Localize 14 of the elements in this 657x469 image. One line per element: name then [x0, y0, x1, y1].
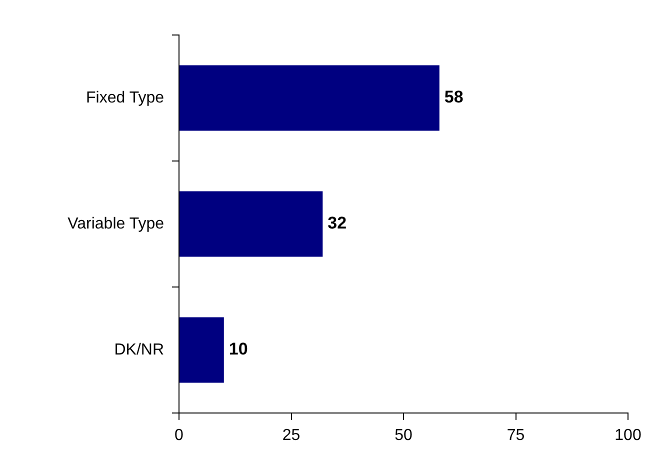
bar — [180, 65, 440, 131]
data-label: 58 — [444, 88, 464, 107]
x-tick-label: 100 — [614, 427, 642, 444]
x-tick-label: 25 — [282, 427, 300, 444]
x-tick-label: 75 — [506, 427, 525, 444]
y-tick-label: Fixed Type — [86, 89, 164, 106]
x-tick-label: 0 — [174, 427, 184, 444]
data-label: 32 — [328, 214, 347, 233]
bar — [180, 317, 224, 383]
bar — [180, 191, 323, 257]
y-tick-label: DK/NR — [114, 341, 164, 358]
x-tick-label: 50 — [394, 427, 412, 444]
y-tick-label: Variable Type — [68, 215, 164, 232]
data-label: 10 — [228, 340, 248, 359]
